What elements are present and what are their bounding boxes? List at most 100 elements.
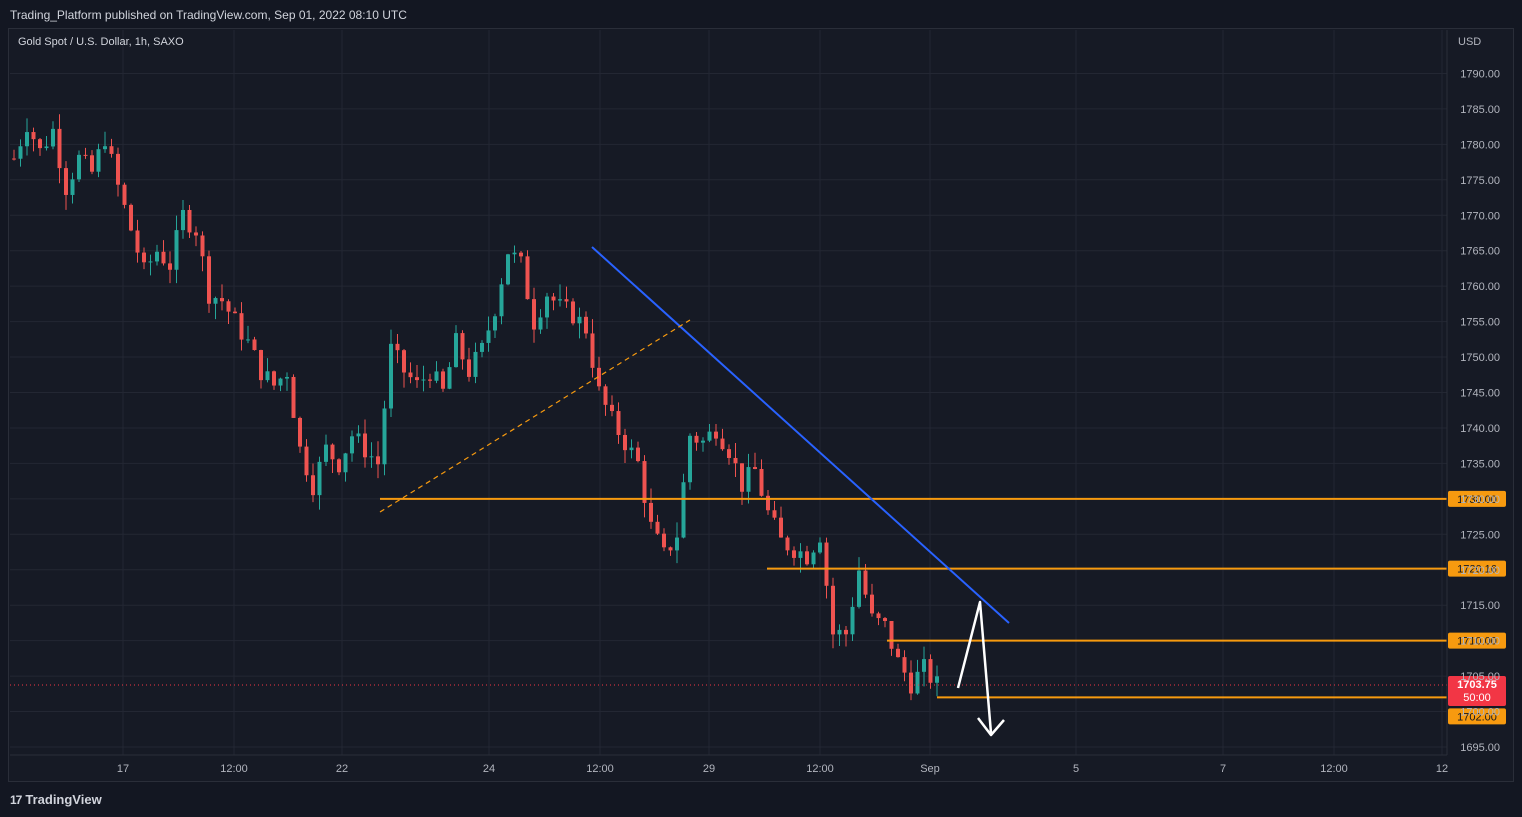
candle-body	[655, 521, 660, 534]
tradingview-logo[interactable]: 17 TradingView	[10, 792, 102, 807]
candle-body	[129, 204, 133, 231]
level-price-tag	[1448, 632, 1506, 649]
candle-body	[460, 333, 465, 360]
candle-body	[252, 339, 257, 351]
candle-body	[811, 552, 816, 565]
price-tick-label: 1730.00	[1460, 494, 1500, 506]
candle-body	[519, 252, 523, 257]
candle-body	[311, 475, 315, 496]
candle-body	[18, 146, 23, 159]
candle-body	[857, 570, 861, 607]
candles	[12, 114, 939, 701]
candle-body	[759, 468, 764, 496]
price-tick-label: 1740.00	[1460, 423, 1500, 435]
candle-body	[902, 657, 907, 673]
candle-body	[187, 209, 192, 233]
grid	[10, 30, 1447, 755]
candle-body	[740, 463, 744, 492]
candle-body	[896, 648, 900, 658]
candle-body	[733, 457, 738, 464]
candle-body	[324, 444, 328, 462]
symbol-title: Gold Spot / U.S. Dollar, 1h, SAXO	[18, 36, 184, 48]
level-label: 1730.00	[1457, 494, 1497, 506]
price-tick-label: 1770.00	[1460, 210, 1500, 222]
candle-body	[317, 461, 322, 496]
candle-body	[876, 613, 881, 619]
candle-body	[77, 154, 81, 180]
price-tick-label: 1705.00	[1460, 671, 1500, 683]
candle-body	[681, 482, 686, 538]
candle-body	[363, 433, 367, 458]
candle-body	[785, 537, 790, 551]
candle-body	[174, 230, 179, 270]
price-tick-label: 1785.00	[1460, 104, 1500, 116]
level-price-tag	[1448, 708, 1506, 725]
candle-body	[922, 659, 926, 672]
candle-body	[928, 659, 933, 683]
candle-body	[525, 256, 530, 300]
candle-body	[772, 510, 777, 518]
candle-body	[25, 132, 29, 147]
price-tick-label: 1695.00	[1460, 742, 1500, 754]
candle-body	[376, 456, 380, 465]
time-tick-label: 12:00	[220, 763, 248, 775]
candle-body	[577, 316, 582, 324]
candle-body	[636, 447, 640, 462]
publisher-info: Trading_Platform published on TradingVie…	[10, 8, 407, 22]
candle-body	[889, 621, 894, 649]
arrow-head-icon	[977, 717, 1005, 737]
candle-body	[135, 230, 140, 253]
candle-body	[220, 298, 224, 302]
candle-body	[597, 367, 601, 387]
candle-body	[584, 316, 588, 334]
level-price-tag	[1448, 560, 1506, 577]
candle-body	[603, 386, 608, 405]
candle-body	[70, 179, 75, 195]
time-tick-label: 29	[703, 763, 715, 775]
candle-body	[616, 411, 621, 435]
candle-body	[454, 333, 458, 368]
drawing-lines	[379, 246, 1010, 624]
level-price-tag	[1448, 490, 1506, 507]
candle-body	[831, 585, 835, 635]
candle-body	[103, 146, 107, 150]
candle-body	[207, 256, 211, 304]
candle-body	[837, 629, 842, 635]
price-tick-label: 1755.00	[1460, 317, 1500, 329]
candle-body	[798, 551, 803, 558]
chart-frame[interactable]	[8, 28, 1514, 782]
candle-body	[480, 342, 484, 352]
price-tick-label: 1780.00	[1460, 139, 1500, 151]
candle-body	[863, 570, 868, 595]
candle-body	[148, 261, 153, 263]
candle-body	[883, 618, 887, 622]
projection-arrow	[956, 600, 1005, 737]
candle-body	[402, 350, 406, 373]
candle-body	[38, 139, 42, 149]
candle-body	[194, 232, 198, 236]
candle-body	[90, 155, 94, 172]
candle-body	[142, 252, 146, 263]
price-tick-label: 1745.00	[1460, 388, 1500, 400]
candle-body	[779, 517, 783, 538]
time-tick-label: Sep	[920, 763, 940, 775]
candle-body	[239, 313, 244, 340]
axes: 1790.00 1785.00 1780.00 1775.00 1770.00 1765.…	[10, 30, 1500, 775]
candle-body	[44, 146, 49, 149]
candle-body	[844, 629, 848, 635]
candle-body	[122, 184, 127, 205]
candle-body	[246, 339, 250, 341]
candle-body	[116, 153, 120, 185]
candle-body	[226, 301, 231, 312]
candle-body	[532, 299, 536, 330]
candle-body	[629, 447, 634, 451]
top-bar	[0, 0, 1522, 28]
price-tick-label: 1790.00	[1460, 68, 1500, 80]
candle-body	[707, 431, 712, 441]
candle-body	[272, 371, 276, 386]
candle-body	[213, 298, 218, 304]
candle-body	[382, 408, 387, 465]
time-tick-label: 12	[1436, 763, 1448, 775]
